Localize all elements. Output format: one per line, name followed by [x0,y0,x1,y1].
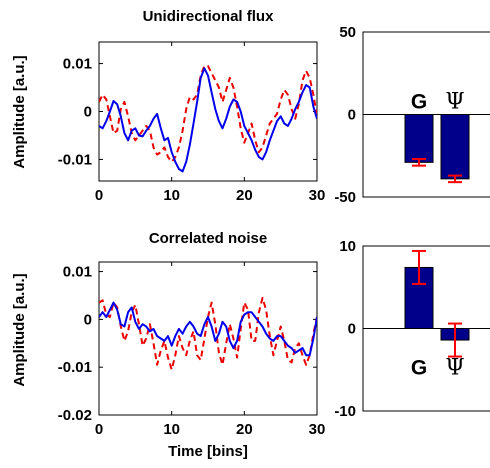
x-tick-label: 10 [163,187,180,204]
plot-area: 50 0 -50 G Ψ [334,24,490,206]
x-tick-label: 30 [309,421,326,438]
x-tick-label: 20 [236,421,253,438]
plot-frame [98,41,318,182]
panel-correlated-noise: Correlated noise Amplitude [a.u.] Time [… [11,230,325,460]
plot-area: 0 10 20 30 0.01 0 -0.01 -0.02 [58,262,326,438]
x-tick-label: 0 [95,421,103,438]
series-line-solid [99,67,317,173]
chart-title: Unidirectional flux [143,8,275,25]
category-label: G [411,357,427,380]
y-tick-label: 0 [84,104,92,121]
y-tick-label: 0.01 [63,56,92,73]
y-tick-label: 0 [84,311,92,328]
y-axis-label: Amplitude [a.u.] [11,273,28,386]
category-label: Ψ [445,90,464,115]
y-tick-label: 50 [339,24,356,41]
panel-unidirectional-flux: Unidirectional flux Amplitude [a.u.] 0 10… [11,8,325,204]
plot-area: 10 0 -10 G Ψ [334,238,490,420]
plot-area: 0 10 20 30 0.01 0 -0.01 [58,42,326,204]
bar [440,114,470,180]
x-tick-label: 0 [95,187,103,204]
category-label: Ψ [445,356,464,381]
panel-bars-bottom: 10 0 -10 G Ψ [334,238,490,420]
y-tick-label: 0.01 [63,264,92,281]
x-tick-label: 30 [309,187,326,204]
y-tick-label: -0.01 [58,151,92,168]
y-tick-label: -0.02 [58,407,92,424]
x-tick-label: 20 [236,187,253,204]
y-tick-label: -0.01 [58,359,92,376]
y-tick-label: 0 [348,107,356,124]
y-tick-label: 0 [348,321,356,338]
series-line-dashed [99,65,317,163]
y-tick-label: 10 [339,238,356,255]
chart-title: Correlated noise [149,230,267,247]
y-tick-label: -50 [334,189,356,206]
x-tick-label: 10 [163,421,180,438]
plot-frame [98,261,318,416]
y-axis-label: Amplitude [a.u.] [11,55,28,168]
y-tick-label: -10 [334,403,356,420]
bar [404,114,434,163]
series-line-solid [99,301,317,357]
x-axis-label: Time [bins] [168,443,248,460]
category-label: G [411,91,427,114]
panel-bars-top: 50 0 -50 G Ψ [334,24,490,206]
